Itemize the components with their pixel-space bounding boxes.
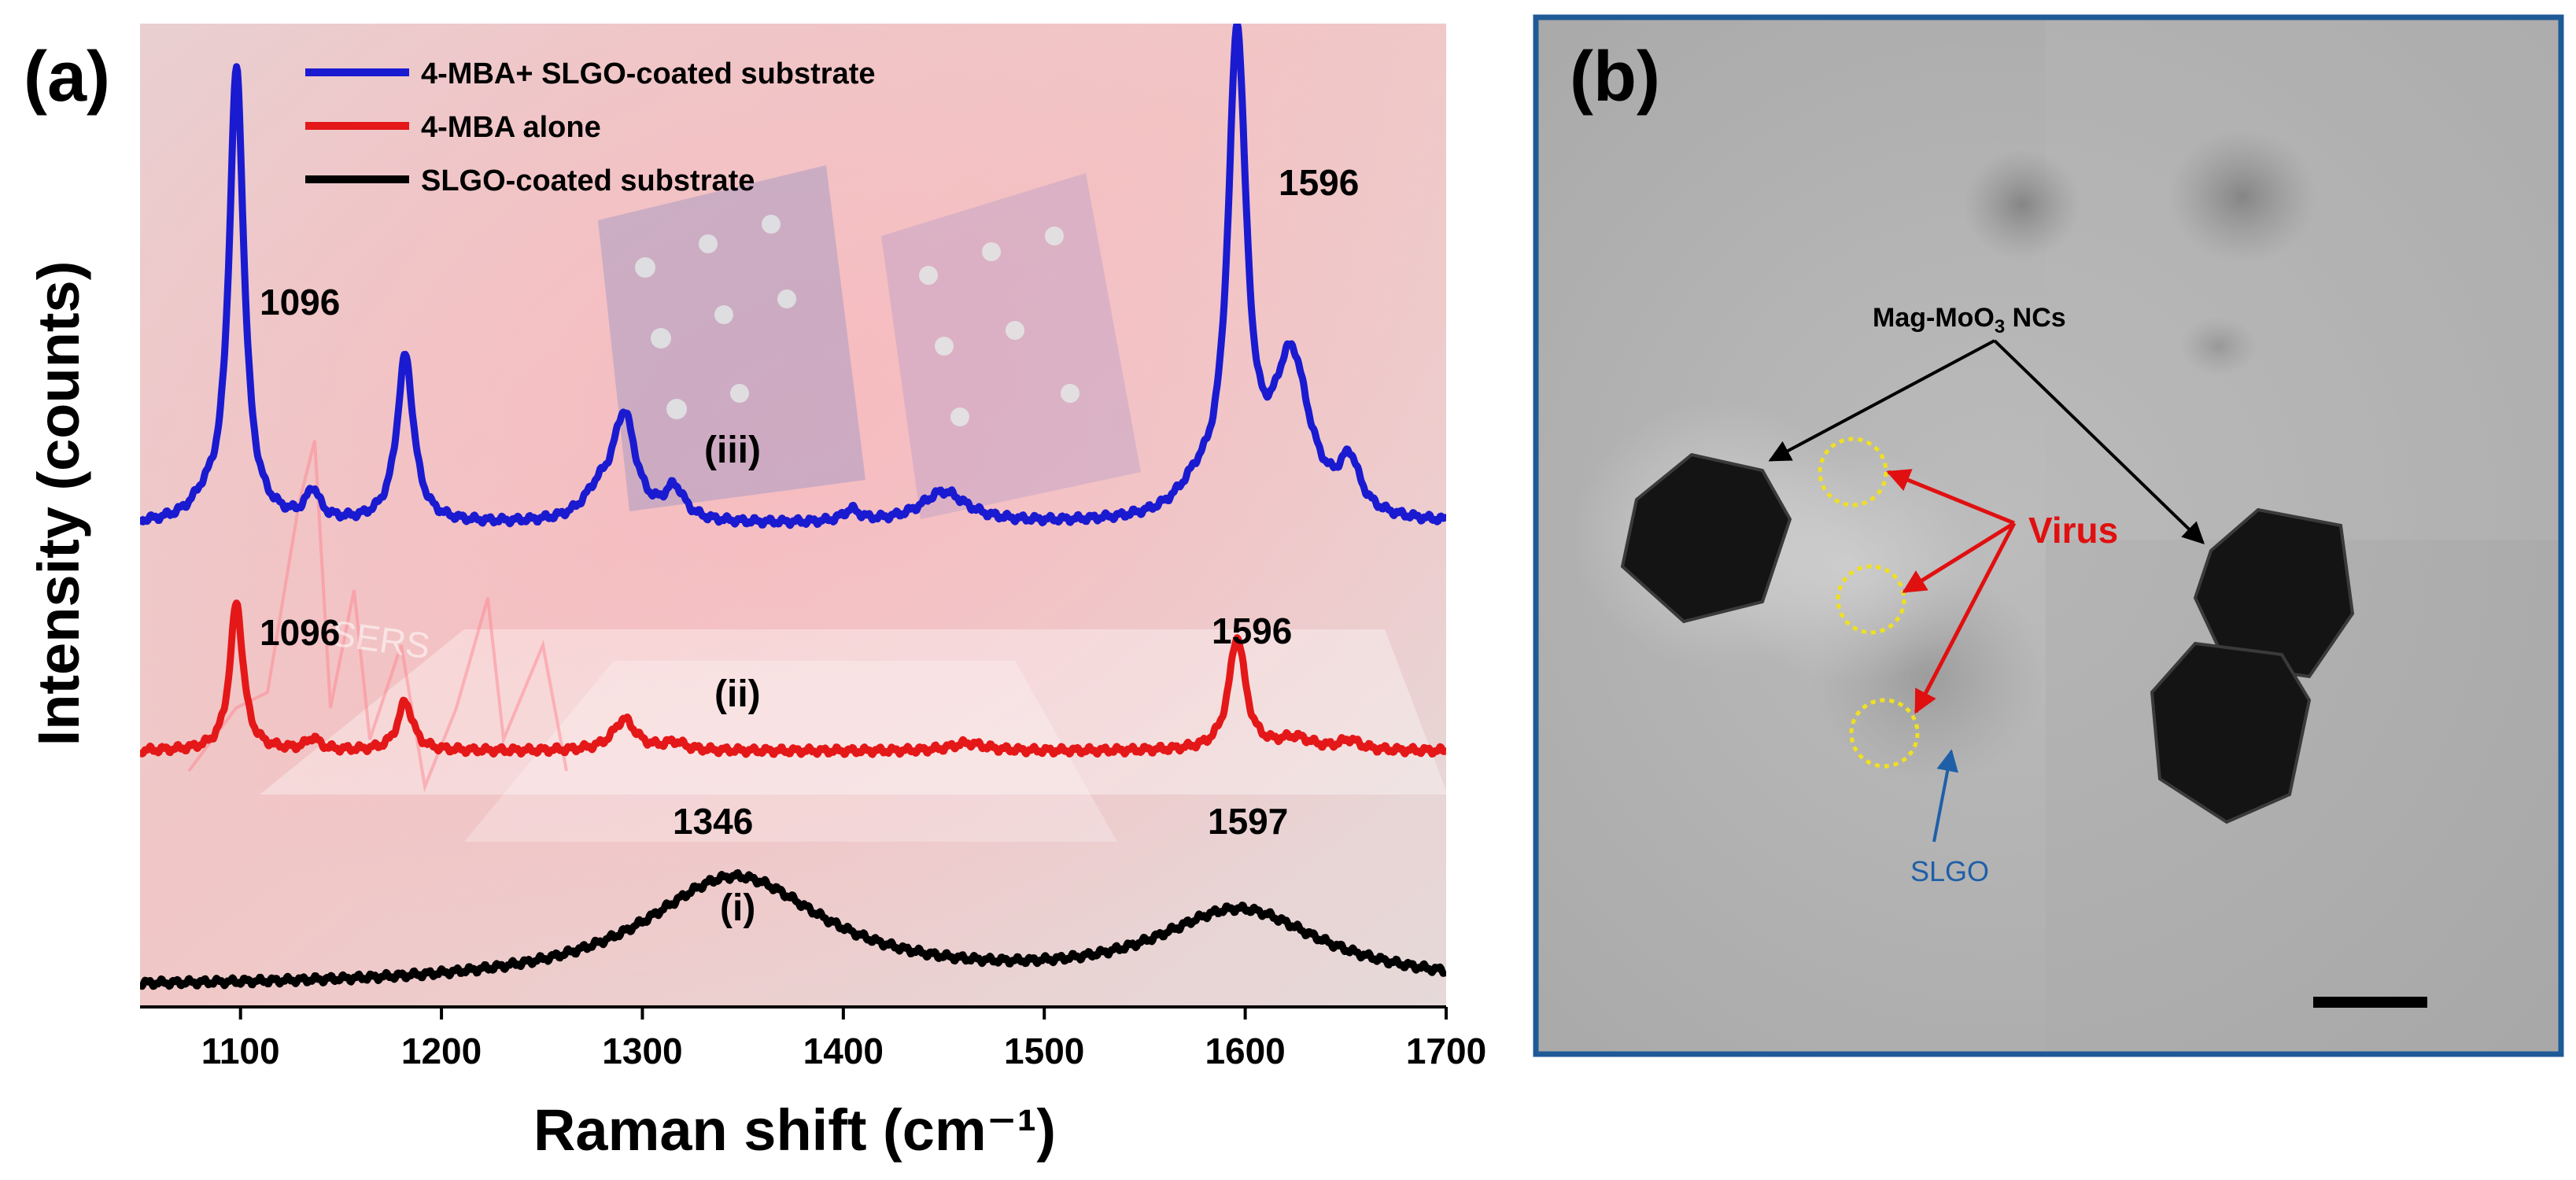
nanocrystal-3 [2150,641,2312,824]
arrow-to-crystal-2 [1993,339,2205,544]
virus-marker-circle-3 [1849,698,1920,769]
x-tick-label: 1400 [803,1031,884,1071]
arrow-to-slgo [1932,749,1959,843]
nanocrystal-2 [2193,507,2355,679]
nanocrystal-label-suffix: NCs [2005,303,2065,333]
curve-label-iii: (iii) [704,430,761,471]
curve-label-i: (i) [720,887,755,929]
peak-label-1597-i: 1597 [1208,801,1288,842]
y-axis-title: Intensity (counts) [26,261,91,747]
arrow-to-virus-2 [1902,521,2016,594]
nanocrystal-1 [1620,452,1792,624]
peak-label-1096-iii: 1096 [260,282,340,323]
peak-label-1096-ii: 1096 [260,612,340,653]
annotation-arrows [1768,339,2205,843]
debris-blob [1963,149,2081,260]
arrow-to-virus-3 [1914,522,2017,714]
slgo-label: SLGO [1910,855,1989,887]
series-line-2 [140,599,1446,758]
x-axis-title: Raman shift (cm⁻¹) [533,1097,1056,1163]
x-tick-label: 1200 [401,1031,482,1071]
x-tick-label: 1500 [1004,1031,1084,1071]
series-line-1 [140,24,1446,529]
peak-label-1346-i: 1346 [673,801,753,842]
legend-label-2: 4-MBA alone [421,111,601,144]
legend-label-3: SLGO-coated substrate [421,164,755,197]
peak-label-1596-iii: 1596 [1279,162,1359,203]
legend: 4-MBA+ SLGO-coated substrate 4-MBA alone… [305,57,876,197]
nanocrystal-label-subscript: 3 [1995,316,2005,337]
tile-region [2046,20,2558,540]
panel-label-b: (b) [1570,38,1660,116]
virus-marker-circle-2 [1836,564,1906,635]
x-tick-label: 1600 [1205,1031,1285,1071]
legend-label-1: 4-MBA+ SLGO-coated substrate [421,57,876,90]
x-tick-label: 1700 [1406,1031,1486,1071]
spectra-curves [140,24,1446,990]
nanocrystals [1574,401,2355,824]
peak-label-1596-ii: 1596 [1212,610,1292,651]
debris-blob [2168,130,2317,264]
panel-label-a: (a) [24,38,110,116]
x-tick-label: 1100 [201,1031,280,1071]
x-tick-label: 1300 [602,1031,682,1071]
nanocrystal-label-main: Mag-MoO [1873,303,1995,333]
raman-chart: SERS 1100 1200 1300 1400 1500 1600 1700 (iii) … [24,24,1486,1163]
debris-blob [2179,316,2258,376]
x-axis-ticks: 1100 1200 1300 1400 1500 1600 1700 [201,1007,1486,1071]
arrow-to-crystal-1 [1768,339,1995,462]
tem-micrograph-panel: (b) Mag-MoO3 NCs Virus SLGO [1533,14,2564,1057]
arrow-to-virus-1 [1886,469,2015,525]
nanocrystal-label: Mag-MoO3 NCs [1873,303,2066,337]
series-line-3 [140,868,1446,990]
virus-marker-circle-1 [1818,437,1888,507]
curve-label-ii: (ii) [714,673,761,715]
virus-label: Virus [2028,510,2118,551]
